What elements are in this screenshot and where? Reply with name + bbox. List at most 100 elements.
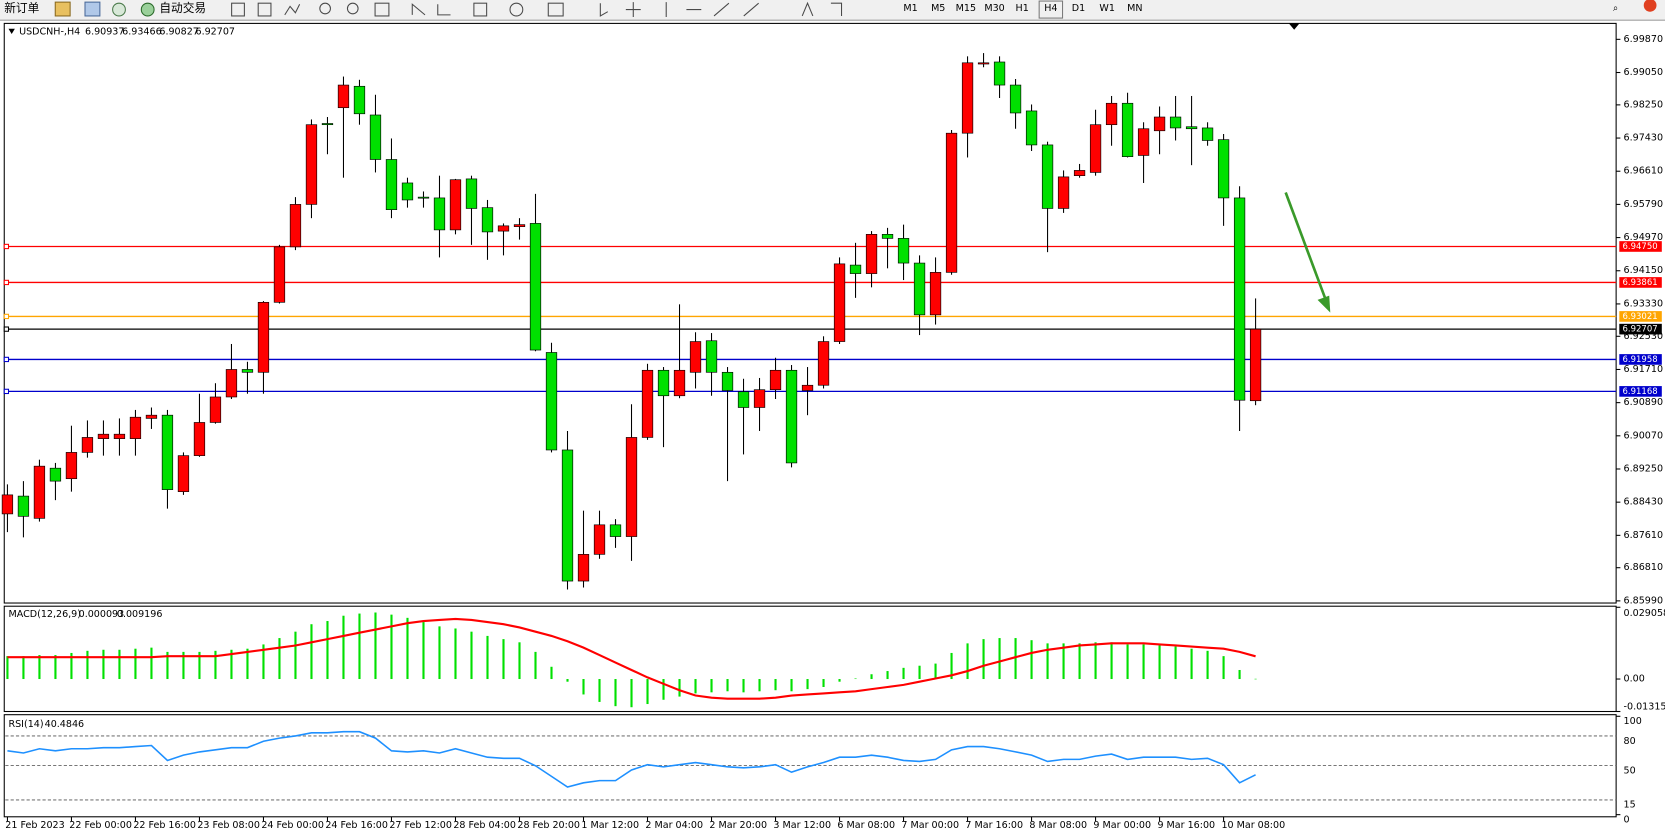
rsi-header: RSI(14) 40.4846 [9, 719, 85, 730]
macd-panel [3, 605, 1617, 713]
candle-body [817, 341, 830, 386]
candle-body [865, 234, 878, 274]
icon[interactable] [54, 1, 71, 17]
timeframe-button[interactable]: W1 [1099, 3, 1115, 14]
icon[interactable] [509, 2, 524, 17]
candle-body [225, 369, 238, 398]
rsi-value: 40.4846 [45, 719, 84, 730]
timeframe-button[interactable]: M5 [931, 3, 945, 14]
level-handle [3, 279, 10, 286]
candle-body [721, 371, 734, 391]
macd-bar [758, 679, 761, 692]
icon[interactable] [284, 4, 301, 16]
icon[interactable] [665, 2, 759, 18]
candle-body [161, 414, 174, 490]
icon[interactable] [411, 3, 426, 16]
candle-body [1137, 128, 1150, 156]
macd-bar [470, 631, 473, 680]
x-tick-label: 8 Mar 08:00 [1029, 820, 1087, 831]
timeframe-button[interactable]: H4 [1044, 3, 1057, 14]
macd-bar [982, 639, 985, 680]
level-handle [3, 326, 10, 332]
candle-body [897, 238, 910, 264]
candle-body [193, 422, 206, 456]
candle-body [625, 437, 638, 537]
signal-value: 0.009196 [117, 609, 163, 620]
macd-bar [998, 638, 1001, 680]
toolbar-icons [231, 1, 843, 18]
macd-bar [934, 663, 937, 680]
timeframe-button[interactable]: H1 [1016, 3, 1029, 14]
candle-body [17, 495, 30, 517]
icon[interactable] [257, 2, 272, 17]
icon[interactable] [547, 2, 564, 17]
auto-trading-button[interactable]: 自动交易 [159, 1, 206, 15]
icon[interactable] [437, 4, 451, 16]
macd-bar [1062, 643, 1065, 680]
icon[interactable] [599, 3, 609, 17]
close-value: 6.92707 [196, 26, 235, 37]
macd-bar [646, 679, 649, 705]
timeframe-button[interactable]: M30 [984, 3, 1004, 14]
macd-bar [966, 643, 969, 680]
icon[interactable] [346, 2, 359, 15]
macd-bar [566, 679, 569, 682]
y-tick-label: 6.96610 [1624, 166, 1663, 177]
menu-arrow[interactable] [8, 28, 15, 35]
timeframe-button[interactable]: M15 [956, 3, 976, 14]
macd-bar [790, 679, 793, 692]
trend-arrow [1284, 192, 1331, 313]
timeframe-button[interactable]: D1 [1072, 3, 1085, 14]
candle-body [369, 114, 382, 160]
icon[interactable] [231, 2, 245, 17]
timeframe-button[interactable]: M1 [903, 3, 917, 14]
candle-body [705, 340, 718, 373]
rsi-line [7, 730, 1256, 788]
icon[interactable] [319, 2, 331, 15]
timeframe-button[interactable]: MN [1127, 3, 1142, 14]
icon[interactable] [801, 1, 843, 17]
x-tick-label: 21 Feb 2023 [5, 820, 64, 831]
macd-bar [886, 671, 889, 680]
candle-body [785, 369, 798, 464]
y-tick-label: 6.88430 [1624, 497, 1663, 508]
candle-body [257, 301, 270, 373]
icon[interactable] [625, 2, 641, 18]
candle-body [1073, 170, 1086, 176]
candle-body [273, 246, 286, 303]
icon[interactable] [84, 1, 101, 17]
auto-trading-icon[interactable] [140, 2, 155, 17]
y-tick-label: 6.90890 [1624, 397, 1663, 408]
candle-body [561, 449, 574, 582]
new-order-button[interactable]: 新订单 [4, 1, 39, 15]
macd-bar [454, 628, 457, 680]
macd-bar [1190, 648, 1193, 680]
candle-body [1233, 197, 1246, 401]
macd-bar [86, 650, 89, 680]
y-tick-label: 6.93330 [1624, 298, 1663, 309]
macd-bar [1254, 678, 1257, 680]
macd-bar [518, 642, 521, 680]
rsi-y-tick-label: 15 [1624, 800, 1636, 811]
candle-body [657, 369, 670, 397]
icon[interactable] [374, 2, 390, 17]
icon[interactable] [112, 2, 126, 17]
search-icon[interactable]: ⌕ [1613, 3, 1618, 14]
y-tick-label: 6.91710 [1624, 364, 1663, 375]
macd-bar [486, 635, 489, 680]
macd-bar [422, 622, 425, 680]
candle-body [641, 369, 654, 438]
macd-bar [1046, 643, 1049, 680]
candle-body [961, 62, 974, 134]
candle-body [1105, 102, 1118, 126]
notification-badge[interactable] [1643, 0, 1657, 12]
macd-bar [150, 647, 153, 680]
icon[interactable] [473, 2, 488, 17]
macd-bar [166, 651, 169, 680]
high-value: 6.93466 [122, 26, 161, 37]
macd-bar [710, 679, 713, 693]
macd-bar [678, 679, 681, 697]
y-tick-label: 6.98250 [1624, 99, 1663, 110]
timeframe-selected[interactable] [1038, 0, 1064, 19]
candle-body [1057, 176, 1070, 209]
